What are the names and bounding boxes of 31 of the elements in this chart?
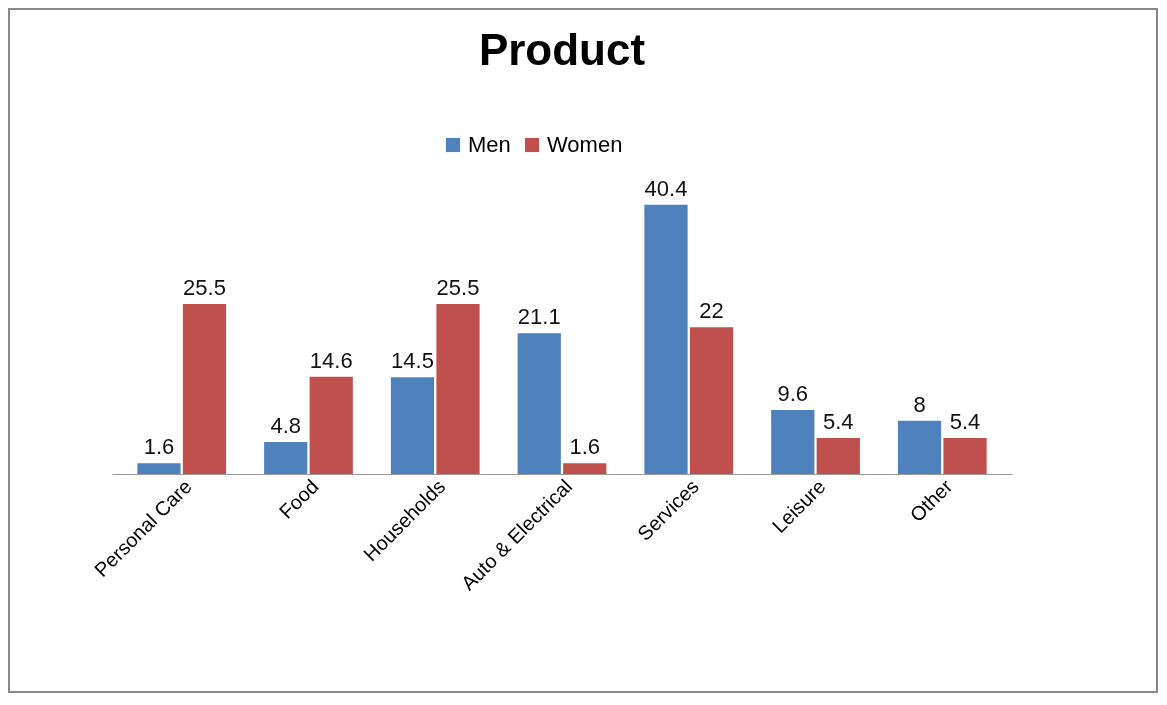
data-label: 40.4 <box>644 175 688 201</box>
bar <box>897 420 942 474</box>
bar <box>517 333 561 474</box>
data-label: 5.4 <box>822 409 854 434</box>
bar <box>563 463 607 474</box>
bar <box>689 327 734 474</box>
legend-label: Men <box>468 132 511 157</box>
data-label: 1.6 <box>569 434 601 460</box>
data-label: 5.4 <box>949 409 981 434</box>
data-label: 14.6 <box>309 347 353 373</box>
data-label: 4.8 <box>270 413 302 438</box>
bar <box>309 376 353 474</box>
bar <box>943 438 987 474</box>
bar <box>816 438 860 474</box>
bar <box>137 463 181 474</box>
data-label: 22 <box>699 298 724 324</box>
legend-label: Women <box>547 132 623 157</box>
data-label: 8 <box>913 391 926 417</box>
bar <box>436 304 480 474</box>
data-label: 21.1 <box>517 304 561 330</box>
bar <box>264 442 308 474</box>
chart-title: Product <box>478 25 646 74</box>
data-label: 25.5 <box>183 275 226 300</box>
data-label: 9.6 <box>777 381 809 406</box>
bar <box>771 410 815 474</box>
data-label: 25.5 <box>436 275 480 300</box>
bar <box>644 204 688 474</box>
bar <box>390 377 435 474</box>
bar <box>182 304 227 474</box>
data-label: 14.5 <box>391 348 434 374</box>
data-label: 1.6 <box>143 434 175 460</box>
